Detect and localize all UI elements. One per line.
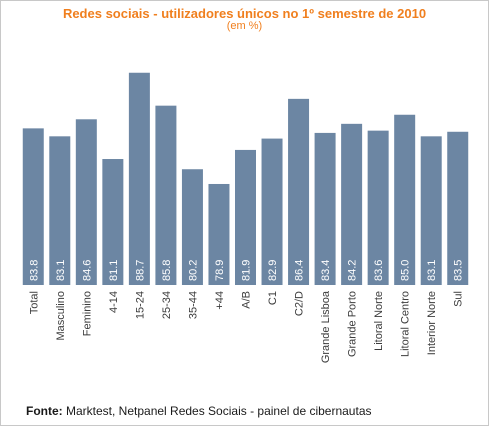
category-tick-label: Grande Porto (347, 291, 359, 357)
bar-value-label: 83.1 (55, 260, 67, 281)
bar (102, 159, 124, 285)
category-tick-label: Litoral Norte (373, 291, 385, 351)
category-tick-label: Masculino (55, 291, 67, 341)
bar (447, 131, 469, 285)
category-tick-label: Sul (453, 291, 465, 307)
bar (420, 136, 442, 285)
value-labels-layer: 83.8 83.1 84.6 81.1 88.7 85.8 80.2 78.9 81.9 82.9… (28, 260, 464, 281)
bars-layer (22, 72, 469, 285)
category-tick-label: A/B (241, 291, 253, 309)
category-tick-label: Grande Lisboa (320, 290, 332, 363)
category-tick-label: 15-24 (134, 291, 146, 319)
bar (208, 183, 230, 285)
bar-value-label: 81.1 (108, 260, 120, 281)
source-label: Fonte: (26, 404, 63, 418)
source-note: Fonte: Marktest, Netpanel Redes Sociais … (26, 404, 372, 418)
bar (288, 98, 310, 285)
category-tick-label: C1 (267, 291, 279, 305)
bar (128, 72, 150, 285)
bar-value-label: 83.6 (373, 260, 385, 281)
bar (235, 149, 256, 285)
category-tick-label: 25-34 (161, 291, 173, 319)
bar (367, 130, 389, 285)
bar (261, 138, 283, 285)
bar (181, 169, 203, 285)
category-tick-label: Interior Norte (426, 291, 438, 355)
bar-value-label: 86.4 (294, 260, 306, 281)
bar-value-label: 88.7 (134, 260, 146, 281)
bar-value-label: 85.0 (400, 260, 412, 281)
bar (394, 114, 416, 285)
category-tick-label: Feminino (81, 291, 93, 336)
bar-value-label: 85.8 (161, 260, 173, 281)
bar-value-label: 83.1 (426, 260, 438, 281)
bar-value-label: 78.9 (214, 260, 226, 281)
bar (314, 132, 336, 285)
bar-value-label: 84.6 (81, 260, 93, 281)
category-tick-label: 4-14 (108, 291, 120, 313)
bar (49, 136, 71, 285)
bar (155, 105, 177, 285)
bar (341, 123, 363, 285)
category-tick-label: C2/D (294, 291, 306, 316)
category-tick-label: +44 (214, 291, 226, 310)
chart-title: Redes sociais - utilizadores únicos no 1… (62, 6, 427, 21)
bar (22, 128, 44, 285)
bar-value-label: 83.4 (320, 260, 332, 281)
bar-value-label: 83.8 (28, 260, 40, 281)
chart-subtitle: (em %) (226, 20, 263, 32)
bar (75, 119, 97, 285)
source-text: Marktest, Netpanel Redes Sociais - paine… (62, 404, 372, 418)
bar-value-label: 83.5 (453, 260, 465, 281)
category-tick-label: Total (28, 291, 40, 314)
category-tick-labels: Total Masculino Feminino 4-14 15-24 25-34 35-4… (28, 290, 464, 363)
bar-value-label: 84.2 (347, 260, 359, 281)
bar-value-label: 80.2 (187, 260, 199, 281)
category-tick-label: 35-44 (187, 291, 199, 319)
bar-value-label: 82.9 (267, 260, 279, 281)
category-tick-label: Litoral Centro (400, 291, 412, 357)
bar-value-label: 81.9 (241, 260, 253, 281)
